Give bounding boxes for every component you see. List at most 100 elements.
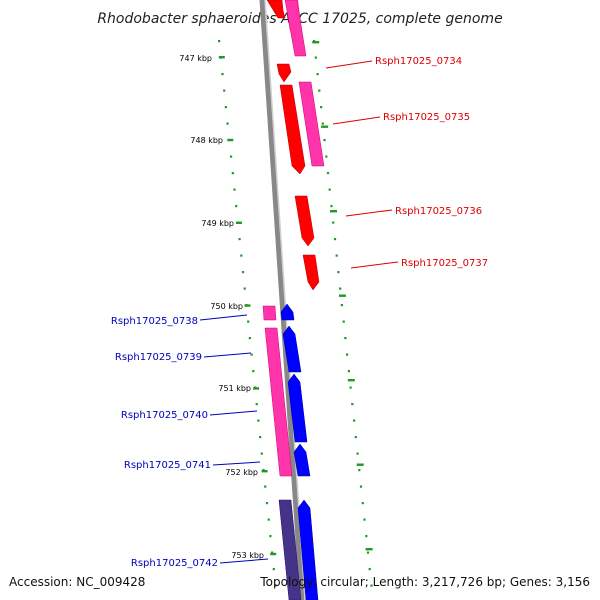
tick-label: 747 kbp	[179, 54, 212, 63]
outer-minor-tick	[358, 469, 361, 472]
feature-layer	[262, 0, 325, 600]
minor-tick	[272, 568, 275, 571]
gene-arrow-0734b[interactable]	[276, 63, 292, 83]
minor-tick	[260, 452, 263, 455]
gene-arrow-0736[interactable]	[294, 195, 315, 247]
tick-label: 750 kbp	[210, 302, 243, 311]
cds-pink-0735[interactable]	[298, 81, 325, 167]
major-tick	[227, 138, 234, 142]
outer-minor-tick	[337, 271, 340, 274]
cds-pink-0734-poly[interactable]	[284, 0, 307, 57]
outer-minor-tick	[365, 535, 368, 538]
gene-label-0742[interactable]: Rsph17025_0742	[131, 558, 218, 569]
gene-label-0739[interactable]: Rsph17025_0739	[115, 352, 202, 363]
gene-label-0737[interactable]: Rsph17025_0737	[401, 258, 488, 269]
minor-tick	[226, 122, 229, 125]
outer-minor-tick	[349, 386, 352, 389]
minor-tick	[257, 419, 260, 422]
minor-tick	[218, 40, 221, 43]
outer-major-tick	[356, 463, 364, 466]
minor-tick	[223, 89, 226, 92]
minor-tick	[235, 205, 238, 208]
outer-minor-tick	[314, 56, 317, 59]
outer-major-tick	[321, 125, 329, 128]
outer-minor-tick	[353, 419, 356, 422]
outer-minor-tick	[370, 584, 373, 587]
outer-minor-tick	[354, 436, 357, 439]
minor-tick	[221, 73, 224, 76]
major-tick	[253, 387, 260, 390]
minor-tick	[247, 320, 250, 323]
minor-tick	[250, 353, 253, 356]
minor-tick	[241, 271, 245, 274]
outer-minor-tick	[342, 320, 345, 323]
gene-label-0741[interactable]: Rsph17025_0741	[124, 460, 211, 471]
gene-label-0738[interactable]: Rsph17025_0738	[111, 316, 198, 327]
leader-line	[345, 209, 393, 217]
gene-arrow-0734[interactable]	[266, 0, 286, 19]
tick-label: 749 kbp	[201, 219, 234, 228]
outer-minor-tick	[368, 568, 371, 571]
gene-arrow-0742[interactable]	[297, 499, 319, 600]
minor-ticks	[218, 40, 277, 587]
cds-pink-0738[interactable]	[262, 305, 277, 321]
outer-major-tick	[338, 294, 346, 297]
gene-arrow-0738[interactable]	[280, 303, 295, 321]
outer-minor-tick	[344, 337, 347, 340]
gene-arrow-0737[interactable]	[302, 254, 320, 291]
outer-minor-tick	[323, 139, 326, 142]
cds-pink-0739-0741[interactable]	[264, 327, 293, 477]
minor-tick	[264, 485, 267, 488]
leader-line	[219, 558, 269, 564]
outer-minor-tick	[326, 172, 330, 175]
tick-label: 753 kbp	[231, 551, 264, 560]
outer-minor-tick	[320, 106, 323, 109]
minor-tick	[248, 337, 251, 340]
minor-tick	[255, 403, 258, 406]
outer-minor-tick	[346, 353, 349, 356]
gene-label-0734[interactable]: Rsph17025_0734	[375, 56, 462, 67]
minor-tick	[271, 551, 274, 554]
outer-minor-tick	[351, 403, 354, 406]
leader-line	[209, 410, 258, 416]
minor-tick	[224, 106, 227, 109]
outer-minor-tick	[340, 304, 343, 307]
scale-labels: 747 kbp 748 kbp 749 kbp 750 kbp 751 kbp …	[179, 54, 264, 560]
major-tick	[218, 56, 225, 59]
major-tick	[244, 304, 251, 307]
minor-tick	[252, 370, 255, 373]
outer-minor-tick	[339, 287, 342, 290]
outer-minor-tick	[332, 221, 335, 224]
gene-arrow-0741[interactable]	[293, 443, 311, 477]
forward-gene-labels: Rsph17025_0734 Rsph17025_0735 Rsph17025_…	[325, 56, 488, 269]
minor-tick	[243, 287, 246, 290]
tick-label: 751 kbp	[218, 384, 251, 393]
gene-label-0736[interactable]: Rsph17025_0736	[395, 206, 482, 217]
major-tick	[261, 470, 268, 473]
outer-minor-tick	[359, 485, 363, 488]
accession-text: Accession: NC_009428	[9, 575, 145, 589]
outer-ticks	[312, 40, 373, 587]
gene-label-0735[interactable]: Rsph17025_0735	[383, 112, 470, 123]
gene-arrow-0735[interactable]	[279, 84, 306, 175]
leader-line	[212, 461, 261, 466]
minor-tick	[233, 188, 236, 191]
minor-tick	[240, 254, 243, 257]
outer-minor-tick	[330, 205, 333, 208]
outer-minor-tick	[335, 254, 338, 257]
minor-tick	[265, 502, 269, 505]
gene-arrow-0740[interactable]	[287, 373, 308, 443]
major-tick	[235, 221, 242, 224]
outer-minor-tick	[363, 518, 366, 521]
outer-minor-tick	[366, 551, 370, 554]
minor-tick	[238, 238, 241, 241]
gene-arrow-0739[interactable]	[282, 325, 302, 373]
genome-backbone	[259, 0, 305, 600]
tick-label: 748 kbp	[190, 136, 223, 145]
outer-minor-tick	[347, 370, 350, 373]
outer-minor-tick	[316, 73, 319, 76]
genome-summary-text: Topology: circular; Length: 3,217,726 bp…	[259, 575, 590, 589]
gene-label-0740[interactable]: Rsph17025_0740	[121, 410, 208, 421]
cds-purple-0742[interactable]	[278, 499, 302, 600]
